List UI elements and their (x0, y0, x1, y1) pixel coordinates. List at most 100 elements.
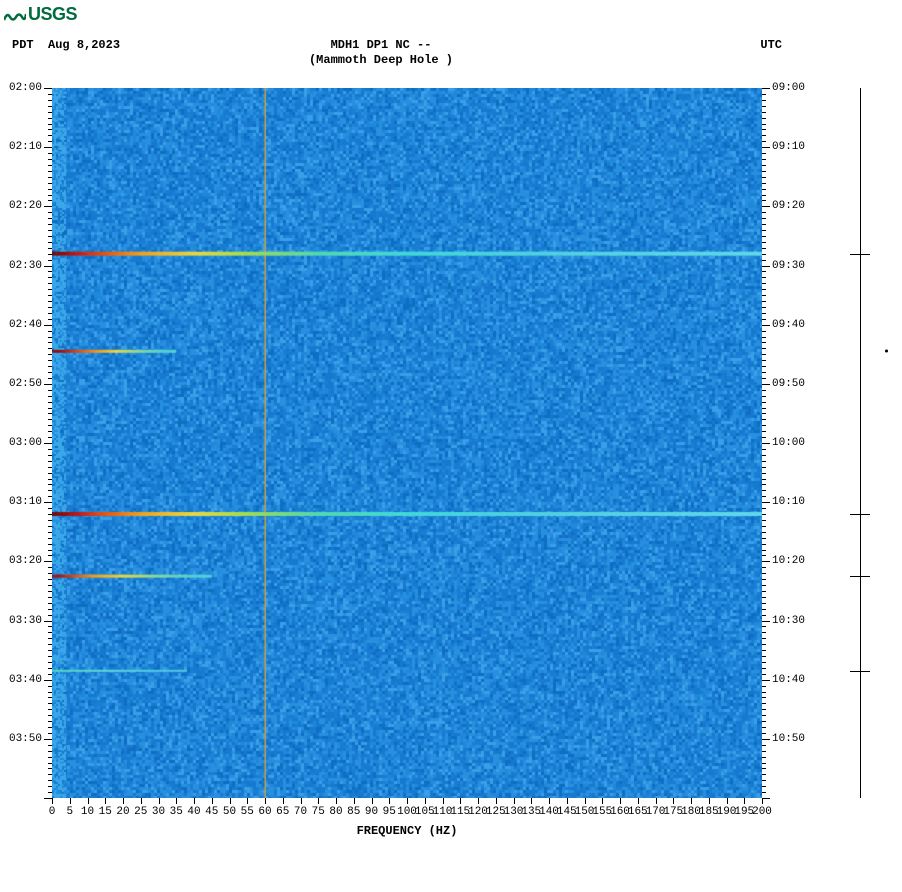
tz-right-label: UTC (760, 38, 782, 52)
usgs-wave-icon (4, 8, 26, 22)
y-axis-label: 02:20 (9, 200, 42, 212)
y-axis-label: 09:50 (772, 378, 805, 390)
x-tick (496, 798, 497, 804)
y-axis-label: 02:00 (9, 82, 42, 94)
y-tick (44, 561, 52, 562)
y-tick (44, 502, 52, 503)
x-axis-label: 60 (258, 806, 271, 818)
y-axis-label: 03:50 (9, 733, 42, 745)
y-axis-label: 09:20 (772, 200, 805, 212)
y-axis-label: 10:10 (772, 496, 805, 508)
x-axis-label: 10 (81, 806, 94, 818)
x-axis-label: 15 (99, 806, 112, 818)
x-tick (212, 798, 213, 804)
y-tick (44, 325, 52, 326)
x-axis-label: 70 (294, 806, 307, 818)
y-axis-label: 03:00 (9, 437, 42, 449)
y-tick (44, 798, 52, 799)
title-line1: MDH1 DP1 NC -- (0, 38, 762, 53)
amplitude-axis-line (860, 88, 861, 798)
y-axis-label: 10:30 (772, 615, 805, 627)
y-axis-label: 09:00 (772, 82, 805, 94)
x-axis-label: 55 (241, 806, 254, 818)
y-axis-label: 02:50 (9, 378, 42, 390)
y-tick (44, 88, 52, 89)
x-axis-label: 95 (383, 806, 396, 818)
y-tick (44, 147, 52, 148)
amplitude-axis (830, 88, 890, 798)
x-tick (460, 798, 461, 804)
y-tick (44, 739, 52, 740)
tick-container-left (44, 88, 52, 798)
y-axis-label: 03:10 (9, 496, 42, 508)
x-axis-label: 80 (329, 806, 342, 818)
y-axis-label: 02:40 (9, 319, 42, 331)
x-tick (762, 798, 763, 804)
x-tick (425, 798, 426, 804)
amplitude-tick (850, 254, 870, 255)
x-axis-label: 0 (49, 806, 56, 818)
y-axis-right: 09:0009:1009:2009:3009:4009:5010:0010:10… (762, 88, 812, 798)
y-axis-label: 10:40 (772, 674, 805, 686)
y-axis-label: 09:40 (772, 319, 805, 331)
x-axis-label: 75 (312, 806, 325, 818)
x-tick (265, 798, 266, 804)
x-tick (585, 798, 586, 804)
y-axis-label: 03:30 (9, 615, 42, 627)
usgs-logo: USGS (4, 4, 77, 25)
x-tick (194, 798, 195, 804)
x-tick (620, 798, 621, 804)
usgs-logo-text: USGS (28, 4, 77, 24)
x-axis-label: 50 (223, 806, 236, 818)
x-axis-label: 40 (187, 806, 200, 818)
x-tick (567, 798, 568, 804)
x-axis-label: 90 (365, 806, 378, 818)
x-tick (318, 798, 319, 804)
x-tick (52, 798, 53, 804)
x-tick (549, 798, 550, 804)
y-tick (44, 621, 52, 622)
x-tick (159, 798, 160, 804)
x-tick (709, 798, 710, 804)
y-axis-label: 10:20 (772, 555, 805, 567)
x-axis-title: FREQUENCY (HZ) (52, 824, 762, 838)
spectrogram-canvas (52, 88, 762, 798)
x-tick (88, 798, 89, 804)
x-tick (354, 798, 355, 804)
y-tick (44, 443, 52, 444)
x-tick (123, 798, 124, 804)
x-tick (141, 798, 142, 804)
x-tick (372, 798, 373, 804)
y-axis-label: 09:30 (772, 260, 805, 272)
x-tick (336, 798, 337, 804)
x-tick (247, 798, 248, 804)
x-tick (691, 798, 692, 804)
y-tick (44, 680, 52, 681)
amplitude-tick (850, 576, 870, 577)
x-axis-label: 200 (752, 806, 772, 818)
x-tick (602, 798, 603, 804)
x-axis-label: 20 (116, 806, 129, 818)
x-tick (70, 798, 71, 804)
x-axis-label: 35 (170, 806, 183, 818)
y-axis-label: 10:00 (772, 437, 805, 449)
y-axis-label: 09:10 (772, 141, 805, 153)
x-tick (443, 798, 444, 804)
spectrogram-plot (52, 88, 762, 798)
y-tick (44, 384, 52, 385)
header-center: MDH1 DP1 NC -- (Mammoth Deep Hole ) (0, 38, 762, 68)
x-tick (283, 798, 284, 804)
x-tick (673, 798, 674, 804)
x-tick (176, 798, 177, 804)
x-tick (301, 798, 302, 804)
x-axis-label: 85 (347, 806, 360, 818)
y-tick (44, 266, 52, 267)
y-axis-label: 03:20 (9, 555, 42, 567)
y-tick (762, 798, 770, 799)
x-tick (389, 798, 390, 804)
amplitude-dot (885, 350, 888, 353)
x-tick (727, 798, 728, 804)
y-axis-label: 02:10 (9, 141, 42, 153)
x-tick (105, 798, 106, 804)
x-axis-label: 25 (134, 806, 147, 818)
